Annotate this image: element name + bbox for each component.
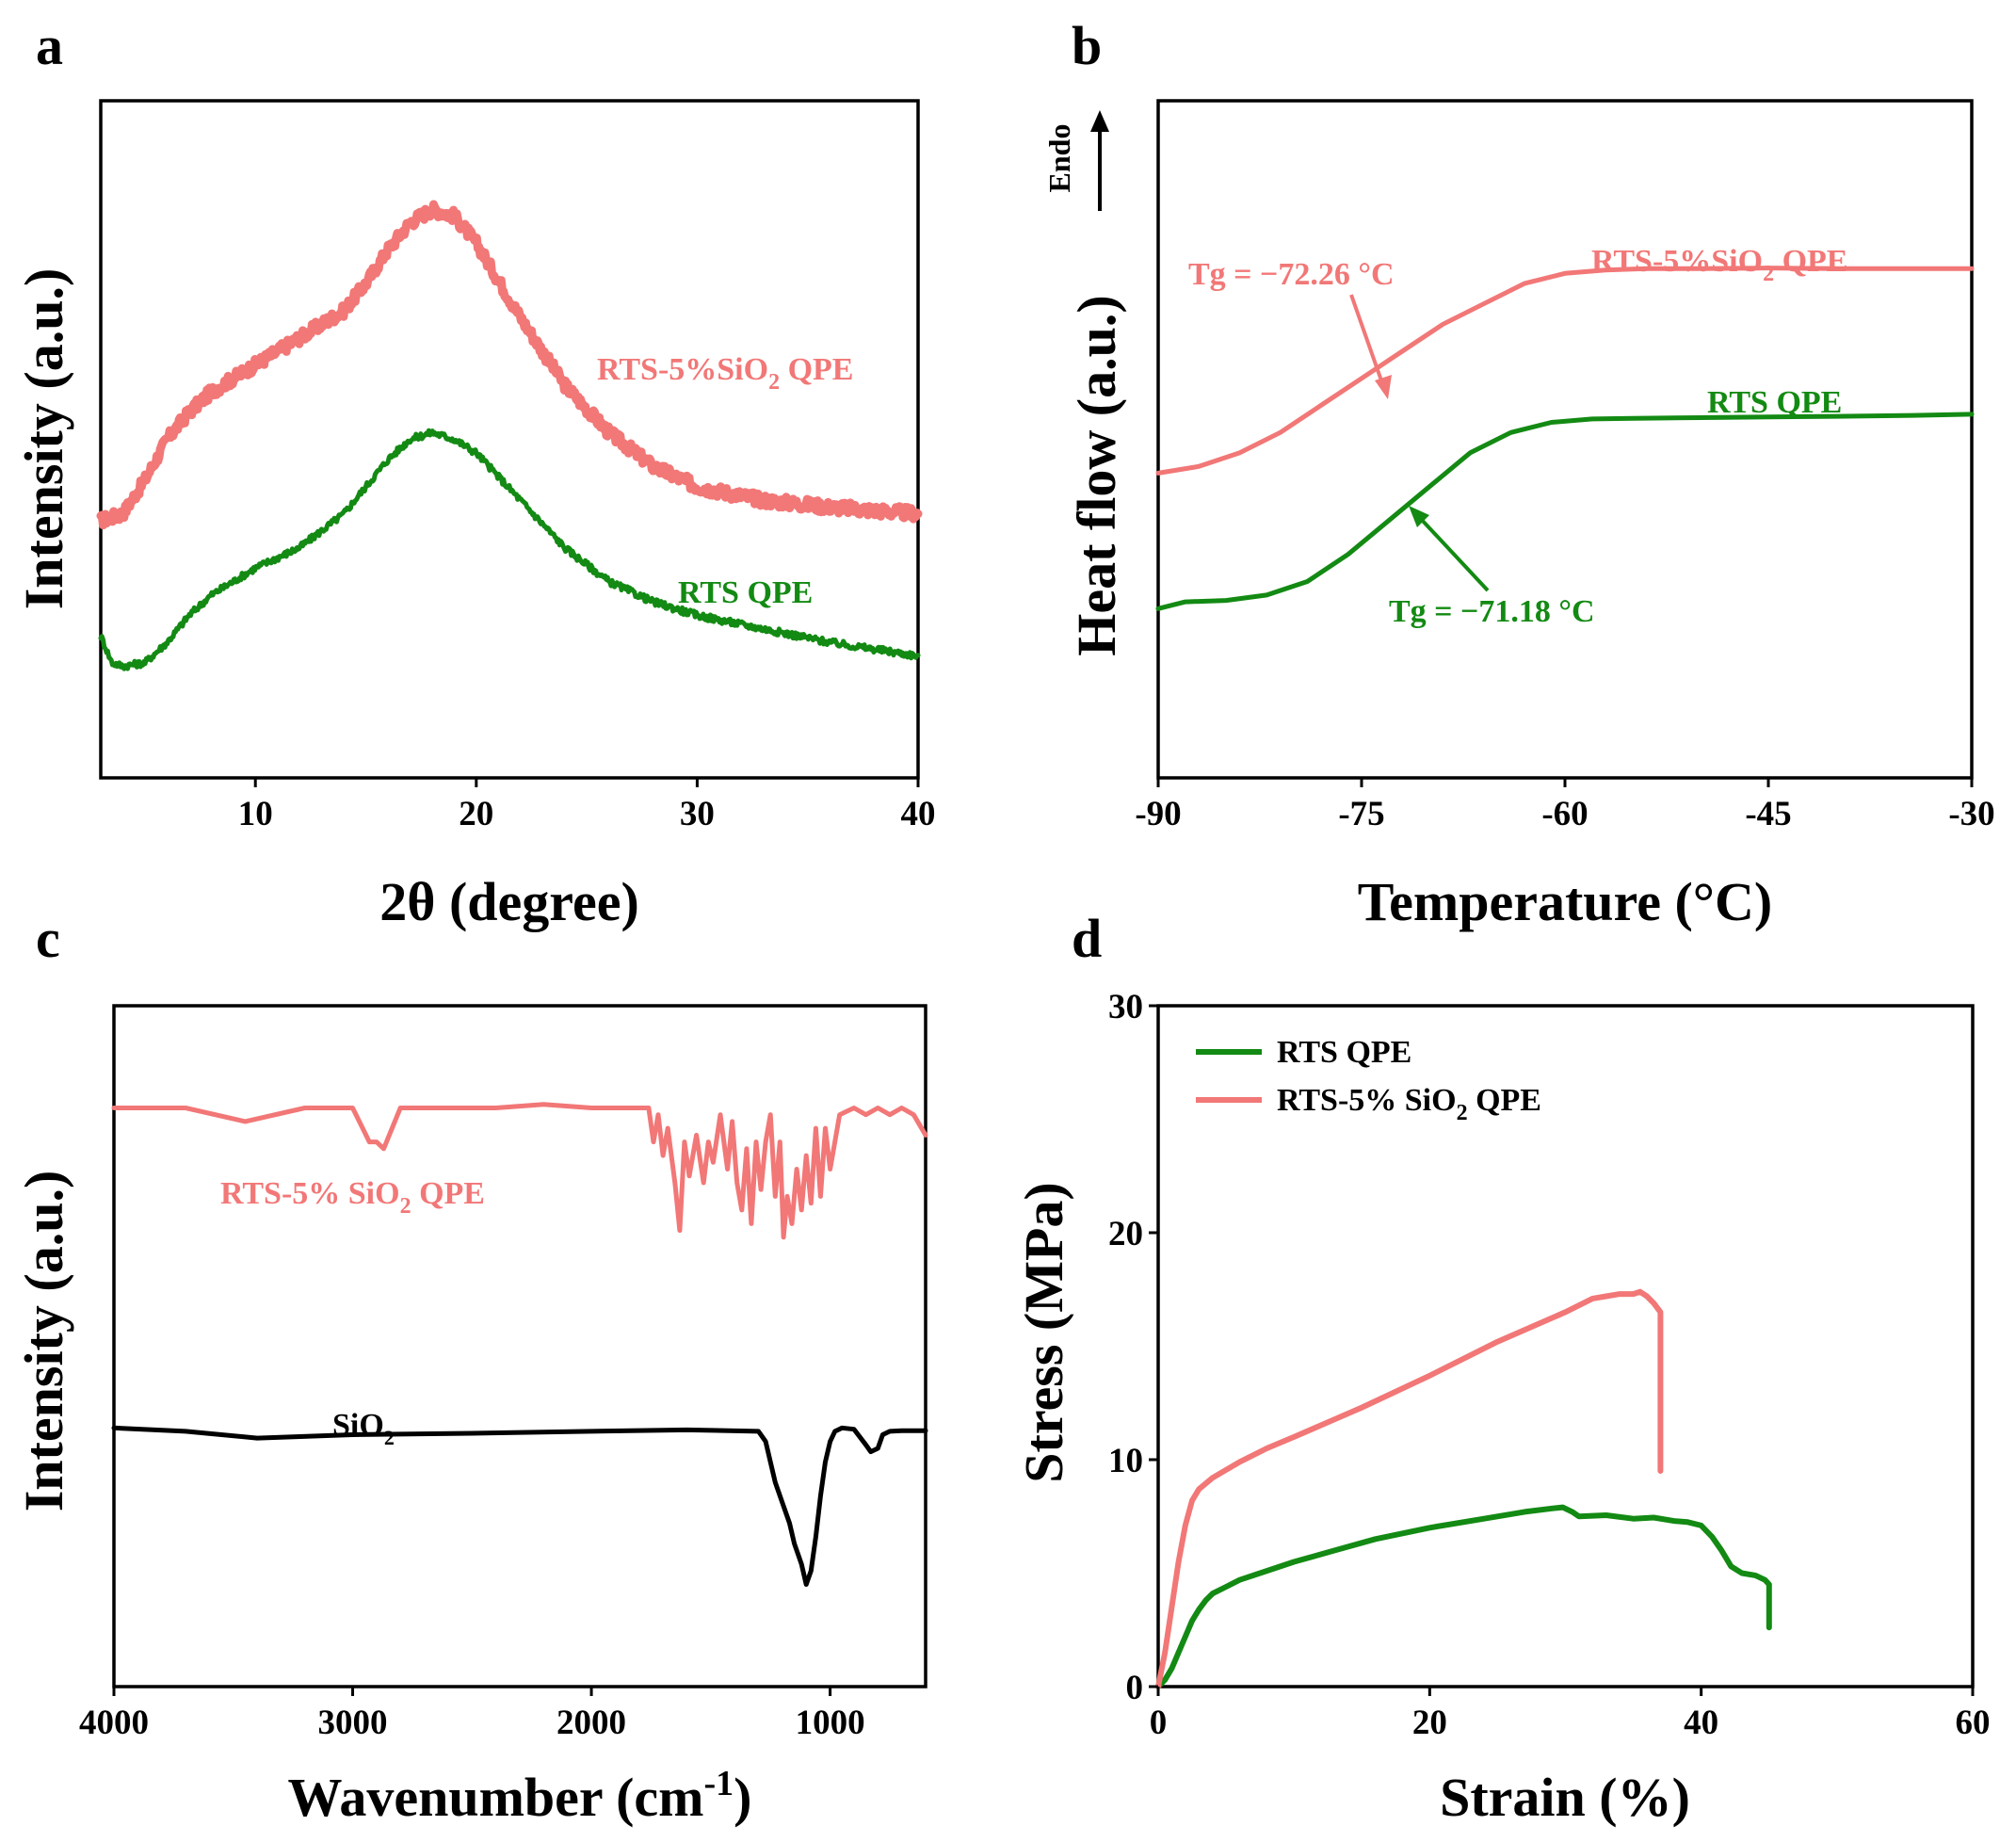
endo-arrow-icon xyxy=(1090,110,1109,211)
x-tick-label: 1000 xyxy=(796,1704,865,1742)
x-tick-label: -30 xyxy=(1948,795,1994,833)
x-tick-label: -75 xyxy=(1338,795,1384,833)
x-axis-label: Temperature (°C) xyxy=(1358,871,1772,932)
tg-arrow-rts-5-sio2-qpe-icon xyxy=(1349,294,1392,399)
x-tick-label: -45 xyxy=(1745,795,1791,833)
series-line-rts-qpe xyxy=(98,428,921,671)
panel-d: d 0 20 40 60 0 10 20 30 Strain (%) Stress (MPa)… xyxy=(1013,908,1991,1828)
plot-frame xyxy=(112,1004,927,1688)
series-label-rts-5-sio2-qpe: RTS-5% SiO2 QPE xyxy=(220,1176,485,1219)
series-label-sio2: SiO2 xyxy=(332,1408,395,1449)
y-axis-label: Intensity (a.u.) xyxy=(13,1171,74,1512)
x-axis-label: Wavenumber (cm-1) xyxy=(288,1764,752,1828)
series-layer xyxy=(111,1102,928,1587)
tick-layer: -90 -75 -60 -45 -30 xyxy=(1135,778,1995,833)
panel-label-a: a xyxy=(36,15,63,76)
x-tick-label: 2000 xyxy=(556,1704,626,1742)
tg-annotation-rts-5-sio2-qpe: Tg = −72.26 °C xyxy=(1188,257,1395,292)
plot-frame xyxy=(1156,99,1974,780)
x-tick-label: 10 xyxy=(238,795,273,833)
panel-label-c: c xyxy=(36,908,60,969)
x-tick-label: 60 xyxy=(1956,1704,1991,1742)
series-line-rts-5-sio-qpe xyxy=(1155,266,1975,476)
tick-layer: 0 20 40 60 0 10 20 30 xyxy=(1108,988,1991,1742)
y-tick-label: 0 xyxy=(1126,1669,1144,1707)
series-line-rts-5-sio-qpe xyxy=(111,1102,928,1240)
panel-label-d: d xyxy=(1072,908,1102,969)
legend-label-rts-5-sio2-qpe: RTS-5% SiO2 QPE xyxy=(1277,1083,1541,1125)
x-axis-label: 2θ (degree) xyxy=(379,871,639,932)
series-line-rts-5-sio-qpe xyxy=(1155,1288,1664,1689)
x-tick-label: -60 xyxy=(1541,795,1588,833)
series-line-rts-5-sio-qpe xyxy=(96,200,923,530)
series-line-sio xyxy=(111,1425,928,1587)
x-tick-label: 20 xyxy=(459,795,493,833)
series-line-rts-qpe xyxy=(1155,1504,1772,1689)
x-tick-label: 40 xyxy=(901,795,936,833)
y-axis-label: Intensity (a.u.) xyxy=(13,268,74,610)
series-layer xyxy=(1155,266,1975,611)
y-axis-label: Stress (MPa) xyxy=(1013,1182,1074,1482)
x-tick-label: -90 xyxy=(1135,795,1181,833)
panel-label-b: b xyxy=(1072,15,1102,76)
y-tick-label: 30 xyxy=(1108,988,1143,1026)
x-tick-label: 3000 xyxy=(318,1704,388,1742)
series-line-rts-qpe xyxy=(1155,412,1975,611)
x-tick-label: 30 xyxy=(680,795,715,833)
y-tick-label: 20 xyxy=(1108,1215,1143,1253)
panel-a: a 10 20 30 40 2θ (degree) Intensity (a.u.) … xyxy=(13,15,936,932)
series-layer xyxy=(1155,1288,1772,1689)
series-label-rts-5-sio2-qpe: RTS-5%SiO2 QPE xyxy=(1591,244,1847,286)
tg-annotation-rts-qpe: Tg = −71.18 °C xyxy=(1389,594,1595,629)
panel-b: b -90 -75 -60 -45 -30 Temperature (°C) Heat … xyxy=(1042,15,1995,932)
legend: RTS QPE RTS-5% SiO2 QPE xyxy=(1196,1035,1541,1125)
x-tick-label: 0 xyxy=(1150,1704,1168,1742)
series-label-rts-5-sio2-qpe: RTS-5%SiO2 QPE xyxy=(597,352,853,395)
series-label-rts-qpe: RTS QPE xyxy=(1707,385,1842,420)
x-tick-label: 40 xyxy=(1684,1704,1718,1742)
x-tick-label: 4000 xyxy=(79,1704,149,1742)
tg-arrow-rts-qpe-icon xyxy=(1409,506,1490,592)
tick-layer: 4000 3000 2000 1000 xyxy=(79,1687,865,1742)
y-axis-label: Heat flow (a.u.) xyxy=(1066,295,1127,655)
endo-label: Endo xyxy=(1042,124,1076,193)
legend-label-rts-qpe: RTS QPE xyxy=(1277,1035,1411,1070)
tick-layer: 10 20 30 40 xyxy=(238,778,936,833)
plot-frame xyxy=(99,99,920,780)
x-tick-label: 20 xyxy=(1412,1704,1447,1742)
series-layer xyxy=(96,200,923,671)
x-axis-label: Strain (%) xyxy=(1440,1767,1690,1828)
y-tick-label: 10 xyxy=(1108,1442,1143,1480)
panel-c: c 4000 3000 2000 1000 Wavenumber (cm-1) Int… xyxy=(13,908,928,1828)
series-label-rts-qpe: RTS QPE xyxy=(678,575,813,610)
plot-frame xyxy=(1156,1004,1975,1688)
